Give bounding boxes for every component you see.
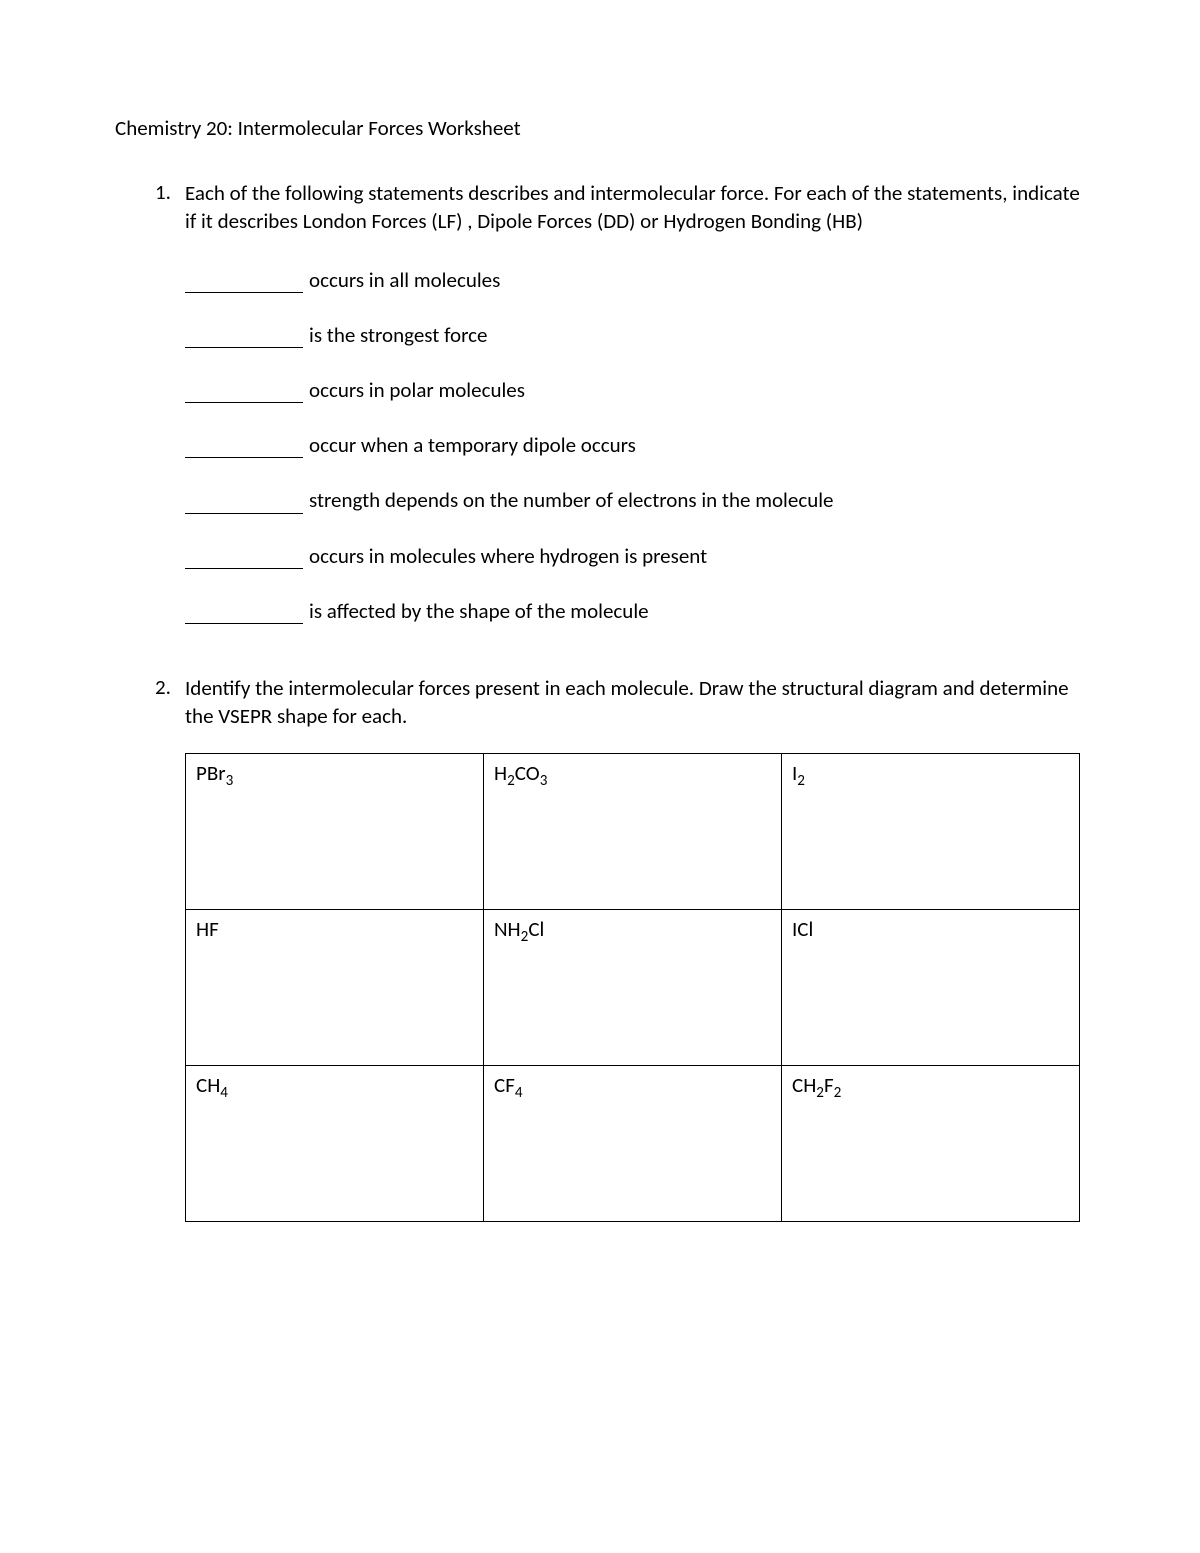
fill-item: occurs in all molecules — [185, 268, 1080, 293]
answer-blank[interactable] — [185, 273, 303, 293]
fill-item: is affected by the shape of the molecule — [185, 599, 1080, 624]
molecule-cell[interactable]: H2CO3 — [484, 753, 782, 909]
molecule-cell[interactable]: CF4 — [484, 1065, 782, 1221]
fill-text: occurs in polar molecules — [309, 378, 525, 403]
table-row: PBr3 H2CO3 I2 — [186, 753, 1080, 909]
table-row: CH4 CF4 CH2F2 — [186, 1065, 1080, 1221]
molecule-cell[interactable]: NH2Cl — [484, 909, 782, 1065]
molecule-cell[interactable]: I2 — [782, 753, 1080, 909]
q2-text: Identify the intermolecular forces prese… — [185, 674, 1080, 731]
fill-text: occur when a temporary dipole occurs — [309, 433, 636, 458]
molecule-cell[interactable]: HF — [186, 909, 484, 1065]
molecule-cell[interactable]: PBr3 — [186, 753, 484, 909]
fill-text: is the strongest force — [309, 323, 487, 348]
fill-text: is affected by the shape of the molecule — [309, 599, 649, 624]
q1-text: Each of the following statements describ… — [185, 179, 1080, 236]
question-2: 2. Identify the intermolecular forces pr… — [115, 674, 1080, 1222]
worksheet-page: Chemistry 20: Intermolecular Forces Work… — [0, 0, 1200, 1553]
fill-text: occurs in all molecules — [309, 268, 500, 293]
answer-blank[interactable] — [185, 328, 303, 348]
question-1: 1. Each of the following statements desc… — [115, 179, 1080, 624]
q1-number: 1. — [155, 179, 185, 205]
q2-number: 2. — [155, 674, 185, 700]
answer-blank[interactable] — [185, 383, 303, 403]
table-row: HF NH2Cl ICl — [186, 909, 1080, 1065]
q1-fill-list: occurs in all molecules is the strongest… — [155, 268, 1080, 624]
fill-item: occur when a temporary dipole occurs — [185, 433, 1080, 458]
molecule-cell[interactable]: ICl — [782, 909, 1080, 1065]
fill-text: occurs in molecules where hydrogen is pr… — [309, 544, 707, 569]
fill-item: strength depends on the number of electr… — [185, 488, 1080, 513]
answer-blank[interactable] — [185, 438, 303, 458]
molecule-cell[interactable]: CH2F2 — [782, 1065, 1080, 1221]
molecule-cell[interactable]: CH4 — [186, 1065, 484, 1221]
answer-blank[interactable] — [185, 494, 303, 514]
answer-blank[interactable] — [185, 549, 303, 569]
fill-item: occurs in molecules where hydrogen is pr… — [185, 544, 1080, 569]
page-title: Chemistry 20: Intermolecular Forces Work… — [115, 115, 1080, 141]
answer-blank[interactable] — [185, 604, 303, 624]
molecule-table: PBr3 H2CO3 I2 HF NH2Cl ICl CH4 CF4 CH2F2 — [185, 753, 1080, 1222]
fill-text: strength depends on the number of electr… — [309, 488, 834, 513]
fill-item: occurs in polar molecules — [185, 378, 1080, 403]
fill-item: is the strongest force — [185, 323, 1080, 348]
